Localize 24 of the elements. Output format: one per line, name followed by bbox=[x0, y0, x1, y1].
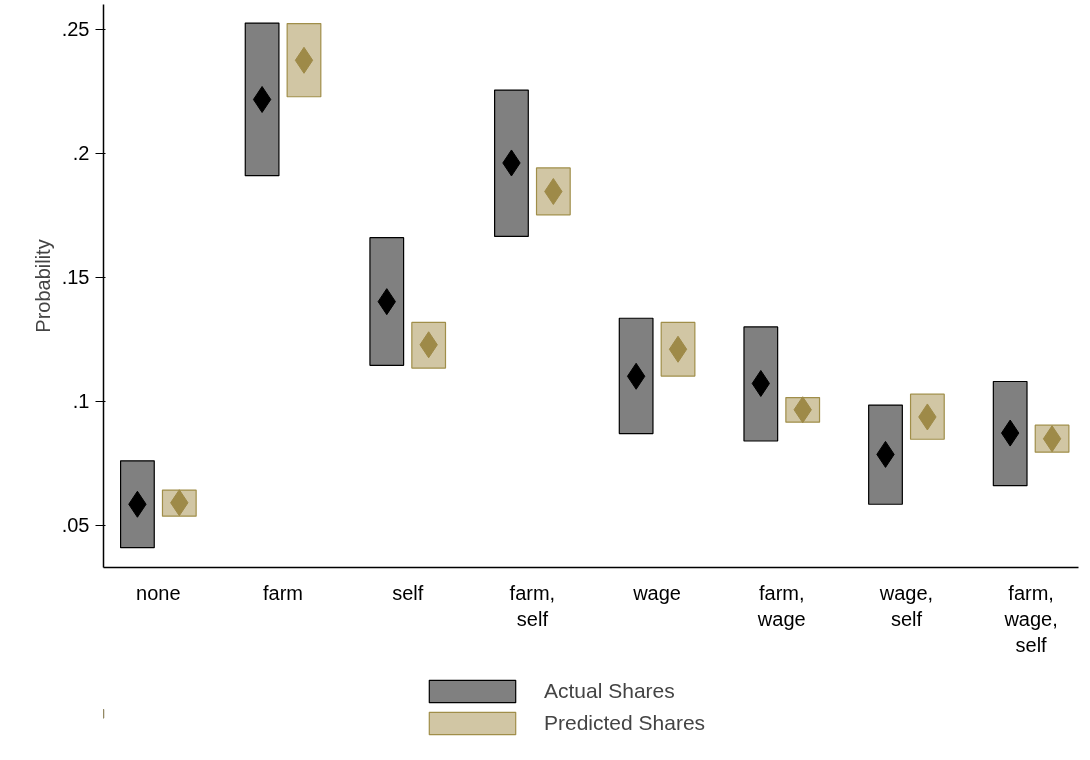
x-tick-label: none bbox=[136, 581, 181, 604]
x-tick-label: wage bbox=[632, 581, 681, 604]
x-tick-label: wage, self bbox=[878, 581, 934, 630]
legend-label: Actual Shares bbox=[544, 679, 675, 703]
y-tick-label: .15 bbox=[61, 266, 90, 289]
bar bbox=[868, 404, 903, 505]
x-tick-label: farm, self bbox=[509, 581, 556, 630]
bar bbox=[992, 380, 1028, 487]
x-tick-label: farm, wage bbox=[756, 581, 806, 630]
y-tick-label: .2 bbox=[72, 142, 90, 165]
x-tick-label: farm, wage, self bbox=[1003, 581, 1058, 657]
bar bbox=[494, 89, 529, 237]
x-tick-label: self bbox=[392, 581, 424, 604]
bar bbox=[369, 237, 405, 366]
bar bbox=[743, 326, 779, 442]
y-tick-label: .1 bbox=[72, 390, 90, 413]
bar bbox=[618, 317, 654, 435]
y-axis-title: Probability bbox=[31, 239, 54, 333]
bar bbox=[119, 460, 155, 549]
legend-label: Predicted Shares bbox=[544, 711, 706, 735]
bar bbox=[244, 22, 280, 177]
y-tick-label: .25 bbox=[61, 18, 90, 41]
x-tick-label: farm bbox=[263, 581, 304, 604]
y-tick-label: .05 bbox=[61, 514, 90, 537]
